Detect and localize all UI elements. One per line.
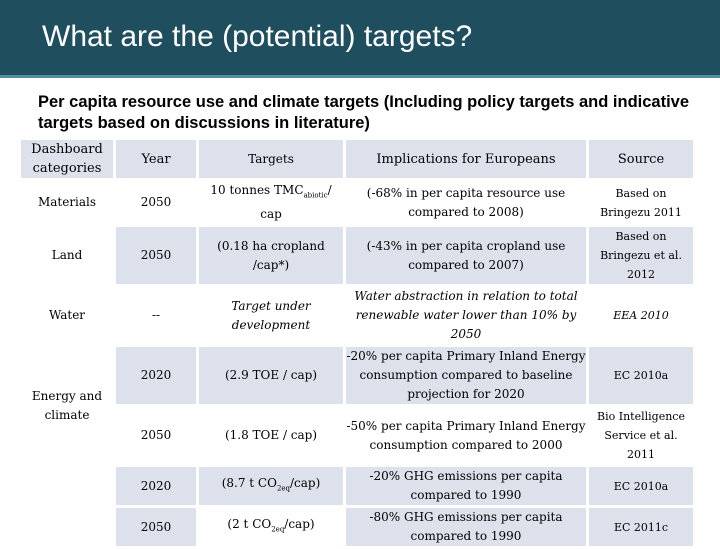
target-suffix: /cap) <box>284 517 315 532</box>
targets-table: Dashboard categories Year Targets Implic… <box>18 137 696 549</box>
implication-cell: (-68% in per capita resource use compare… <box>346 181 586 225</box>
source-cell: Based on Bringezu 2011 <box>589 181 693 225</box>
target-cell: (2.9 TOE / cap) <box>199 347 343 405</box>
year-cell: 2050 <box>116 227 196 285</box>
implication-cell: -20% GHG emissions per capita compared t… <box>346 467 586 506</box>
year-cell: 2020 <box>116 467 196 506</box>
slide-title: What are the (potential) targets? <box>42 20 473 53</box>
source-cell: EC 2010a <box>589 467 693 506</box>
year-cell: 2050 <box>116 407 196 465</box>
table-row: Materials 2050 10 tonnes TMCabiotic/ cap… <box>21 181 693 225</box>
target-subscript: abiotic <box>303 191 328 200</box>
target-cell: (1.8 TOE / cap) <box>199 407 343 465</box>
table-row: Land 2050 (0.18 ha cropland /cap*) (-43%… <box>21 227 693 285</box>
category-cell: Materials <box>21 181 113 225</box>
table-header-row: Dashboard categories Year Targets Implic… <box>21 140 693 178</box>
target-cell: Target under development <box>199 287 343 345</box>
target-subscript: 2eq <box>271 525 285 534</box>
year-cell: -- <box>116 287 196 345</box>
header-dashboard-categories: Dashboard categories <box>21 140 113 178</box>
implication-cell: (-43% in per capita cropland use compare… <box>346 227 586 285</box>
header-implications: Implications for Europeans <box>346 140 586 178</box>
table-row: Water -- Target under development Water … <box>21 287 693 345</box>
category-cell: Land <box>21 227 113 285</box>
implication-cell: -20% per capita Primary Inland Energy co… <box>346 347 586 405</box>
category-cell: Energy and climate <box>21 347 113 465</box>
target-cell: (0.18 ha cropland /cap*) <box>199 227 343 285</box>
source-cell: Based on Bringezu et al. 2012 <box>589 227 693 285</box>
target-text: (8.7 t CO <box>221 476 277 491</box>
year-cell: 2050 <box>116 508 196 547</box>
implication-cell: -50% per capita Primary Inland Energy co… <box>346 407 586 465</box>
header-year: Year <box>116 140 196 178</box>
table-row: 2050 (1.8 TOE / cap) -50% per capita Pri… <box>21 407 693 465</box>
table-row: Energy and climate 2020 (2.9 TOE / cap) … <box>21 347 693 465</box>
implication-cell: Water abstraction in relation to total r… <box>346 287 586 345</box>
target-cell: (8.7 t CO2eq/cap) <box>199 467 343 506</box>
slide-header <box>0 0 720 75</box>
target-suffix: / cap <box>260 183 332 222</box>
source-cell: Bio Intelligence Service et al. 2011 <box>589 407 693 465</box>
table-row: 2050 (2 t CO2eq/cap) -80% GHG emissions … <box>21 508 693 547</box>
source-cell: EEA 2010 <box>589 287 693 345</box>
year-cell: 2020 <box>116 347 196 405</box>
header-targets: Targets <box>199 140 343 178</box>
category-cell: Water <box>21 287 113 345</box>
implication-cell: -80% GHG emissions per capita compared t… <box>346 508 586 547</box>
target-suffix: /cap) <box>290 476 321 491</box>
source-cell: EC 2010a <box>589 347 693 405</box>
year-cell: 2050 <box>116 181 196 225</box>
slide-subtitle: Per capita resource use and climate targ… <box>38 93 690 132</box>
header-divider <box>0 75 720 78</box>
target-text: (2 t CO <box>227 517 272 532</box>
target-subscript: 2eq <box>276 484 291 493</box>
header-source: Source <box>589 140 693 178</box>
target-text: 10 tonnes TMC <box>210 183 304 197</box>
source-cell: EC 2011c <box>589 508 693 547</box>
target-cell: (2 t CO2eq/cap) <box>199 508 343 547</box>
target-cell: 10 tonnes TMCabiotic/ cap <box>199 181 343 225</box>
table-row: 2020 (8.7 t CO2eq/cap) -20% GHG emission… <box>21 467 693 506</box>
